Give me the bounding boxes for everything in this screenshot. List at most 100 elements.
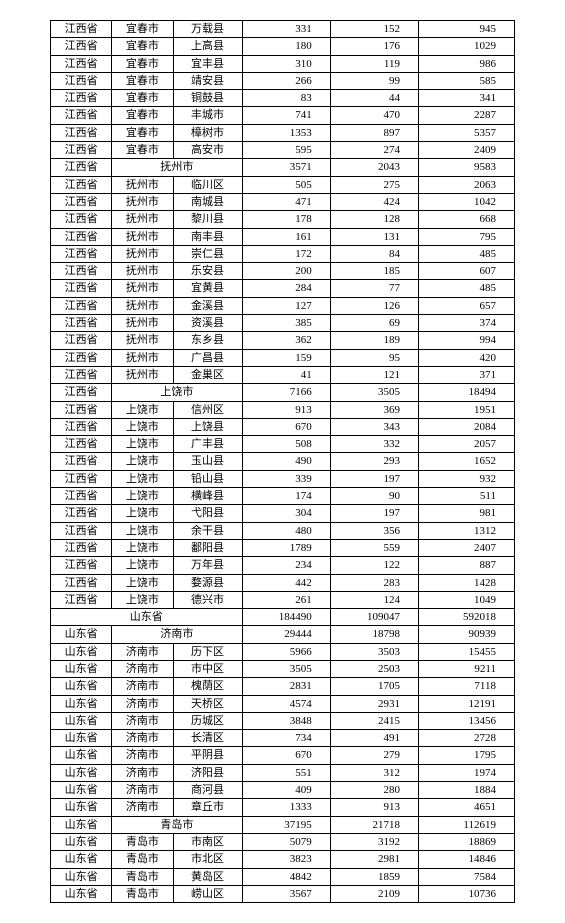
cell-province: 江西省 xyxy=(51,366,112,383)
cell-value-1: 3567 xyxy=(242,885,330,902)
cell-value-3: 1428 xyxy=(419,574,515,591)
cell-province: 江西省 xyxy=(51,470,112,487)
cell-value-2: 913 xyxy=(330,799,418,816)
cell-value-1: 480 xyxy=(242,522,330,539)
cell-county: 铅山县 xyxy=(173,470,242,487)
cell-value-1: 3823 xyxy=(242,851,330,868)
cell-value-2: 2981 xyxy=(330,851,418,868)
cell-value-1: 670 xyxy=(242,418,330,435)
cell-county: 德兴市 xyxy=(173,591,242,608)
cell-value-3: 371 xyxy=(419,366,515,383)
table-row: 山东省184490109047592018 xyxy=(51,609,515,626)
cell-province: 江西省 xyxy=(51,418,112,435)
cell-city: 上饶市 xyxy=(112,574,173,591)
cell-value-2: 185 xyxy=(330,263,418,280)
cell-value-3: 10736 xyxy=(419,885,515,902)
cell-province: 江西省 xyxy=(51,107,112,124)
cell-value-3: 2728 xyxy=(419,730,515,747)
cell-county: 金巢区 xyxy=(173,366,242,383)
cell-value-2: 559 xyxy=(330,539,418,556)
cell-city: 抚州市 xyxy=(112,263,173,280)
table-row: 江西省抚州市广昌县15995420 xyxy=(51,349,515,366)
data-table: 江西省宜春市万载县331152945江西省宜春市上高县1801761029江西省… xyxy=(50,20,515,903)
cell-province: 山东省 xyxy=(51,747,112,764)
cell-county: 槐荫区 xyxy=(173,678,242,695)
table-row: 江西省抚州市357120439583 xyxy=(51,159,515,176)
cell-value-1: 83 xyxy=(242,90,330,107)
cell-value-2: 152 xyxy=(330,21,418,38)
cell-city: 宜春市 xyxy=(112,124,173,141)
cell-city: 上饶市 xyxy=(112,418,173,435)
cell-value-1: 304 xyxy=(242,505,330,522)
cell-value-1: 7166 xyxy=(242,384,330,401)
cell-province: 江西省 xyxy=(51,488,112,505)
cell-value-3: 1884 xyxy=(419,782,515,799)
cell-value-3: 1029 xyxy=(419,38,515,55)
cell-province: 江西省 xyxy=(51,315,112,332)
cell-province: 江西省 xyxy=(51,159,112,176)
cell-province: 山东省 xyxy=(51,782,112,799)
cell-province: 江西省 xyxy=(51,349,112,366)
table-row: 江西省宜春市万载县331152945 xyxy=(51,21,515,38)
table-row: 江西省上饶市广丰县5083322057 xyxy=(51,436,515,453)
cell-value-1: 261 xyxy=(242,591,330,608)
cell-city: 青岛市 xyxy=(112,851,173,868)
cell-county: 章丘市 xyxy=(173,799,242,816)
cell-county: 樟树市 xyxy=(173,124,242,141)
cell-province: 江西省 xyxy=(51,21,112,38)
cell-value-2: 44 xyxy=(330,90,418,107)
table-row: 山东省济南市294441879890939 xyxy=(51,626,515,643)
cell-value-2: 2415 xyxy=(330,712,418,729)
cell-province: 江西省 xyxy=(51,557,112,574)
cell-province: 山东省 xyxy=(51,799,112,816)
cell-value-1: 409 xyxy=(242,782,330,799)
cell-value-3: 90939 xyxy=(419,626,515,643)
cell-city: 宜春市 xyxy=(112,55,173,72)
cell-value-1: 2831 xyxy=(242,678,330,695)
table-row: 山东省济南市商河县4092801884 xyxy=(51,782,515,799)
table-row: 山东省济南市天桥区4574293112191 xyxy=(51,695,515,712)
table-row: 江西省宜春市丰城市7414702287 xyxy=(51,107,515,124)
table-row: 江西省上饶市铅山县339197932 xyxy=(51,470,515,487)
table-row: 江西省抚州市临川区5052752063 xyxy=(51,176,515,193)
cell-value-3: 7118 xyxy=(419,678,515,695)
cell-value-2: 2503 xyxy=(330,660,418,677)
cell-value-2: 128 xyxy=(330,211,418,228)
cell-city: 宜春市 xyxy=(112,38,173,55)
cell-province: 山东省 xyxy=(51,695,112,712)
cell-value-2: 280 xyxy=(330,782,418,799)
cell-value-3: 13456 xyxy=(419,712,515,729)
cell-city: 济南市 xyxy=(112,643,173,660)
cell-province: 江西省 xyxy=(51,505,112,522)
cell-city: 济南市 xyxy=(112,660,173,677)
cell-value-2: 197 xyxy=(330,505,418,522)
cell-province: 山东省 xyxy=(51,885,112,902)
cell-value-2: 293 xyxy=(330,453,418,470)
cell-city: 宜春市 xyxy=(112,21,173,38)
table-row: 江西省上饶市德兴市2611241049 xyxy=(51,591,515,608)
cell-province: 江西省 xyxy=(51,38,112,55)
cell-value-2: 197 xyxy=(330,470,418,487)
cell-value-1: 266 xyxy=(242,72,330,89)
table-row: 江西省抚州市崇仁县17284485 xyxy=(51,245,515,262)
cell-value-2: 279 xyxy=(330,747,418,764)
cell-value-2: 90 xyxy=(330,488,418,505)
cell-city: 抚州市 xyxy=(112,280,173,297)
cell-value-1: 284 xyxy=(242,280,330,297)
table-row: 江西省上饶市弋阳县304197981 xyxy=(51,505,515,522)
cell-county: 上高县 xyxy=(173,38,242,55)
cell-county: 婺源县 xyxy=(173,574,242,591)
cell-value-2: 2043 xyxy=(330,159,418,176)
table-row: 江西省上饶市玉山县4902931652 xyxy=(51,453,515,470)
cell-city: 青岛市 xyxy=(112,833,173,850)
cell-province: 江西省 xyxy=(51,332,112,349)
cell-value-1: 310 xyxy=(242,55,330,72)
table-row: 江西省宜春市高安市5952742409 xyxy=(51,142,515,159)
cell-value-1: 1789 xyxy=(242,539,330,556)
cell-county: 宜黄县 xyxy=(173,280,242,297)
cell-value-2: 77 xyxy=(330,280,418,297)
cell-province: 江西省 xyxy=(51,245,112,262)
cell-province: 江西省 xyxy=(51,297,112,314)
cell-county: 崇仁县 xyxy=(173,245,242,262)
cell-county: 天桥区 xyxy=(173,695,242,712)
